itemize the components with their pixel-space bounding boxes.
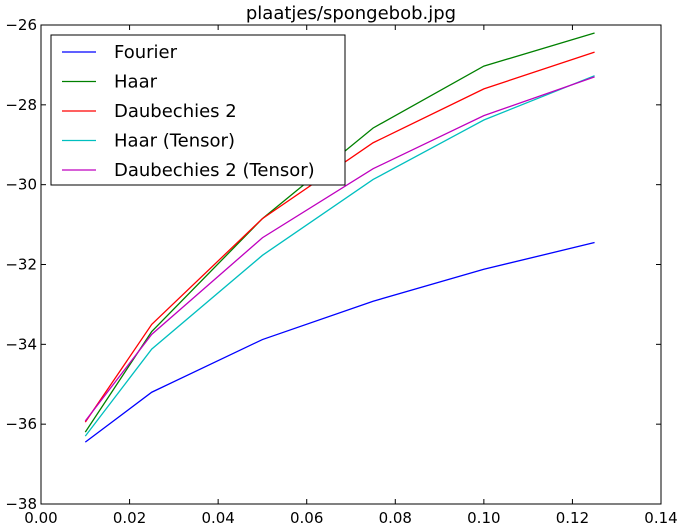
y-tick-label: −26 <box>5 16 37 34</box>
legend-label-4: Daubechies 2 (Tensor) <box>114 160 315 181</box>
x-tick-label: 0.02 <box>113 509 146 527</box>
legend-label-1: Haar <box>114 72 158 93</box>
y-tick-label: −34 <box>5 335 37 353</box>
series-line-4 <box>84 76 595 422</box>
legend-label-3: Haar (Tensor) <box>114 131 235 152</box>
x-tick-label: 0.04 <box>201 509 234 527</box>
legend-box <box>50 34 346 186</box>
y-tick-label: −38 <box>5 495 37 513</box>
legend: Fourier Haar Daubechies 2 Haar (Tensor) Daub… <box>50 34 346 186</box>
series-line-3 <box>84 75 595 437</box>
legend-label-0: Fourier <box>114 42 178 63</box>
x-tick-label: 0.14 <box>644 509 677 527</box>
y-tick-label: −28 <box>5 96 37 114</box>
x-tick-label: 0.00 <box>24 509 57 527</box>
axis-ticks: 0.00 0.02 0.04 0.06 0.08 0.10 0.12 0.14 −38 −36 −3… <box>5 16 677 527</box>
legend-label-2: Daubechies 2 <box>114 101 237 122</box>
x-tick-label: 0.06 <box>290 509 323 527</box>
y-tick-label: −30 <box>5 176 37 194</box>
x-tick-label: 0.10 <box>467 509 500 527</box>
y-tick-label: −36 <box>5 415 37 433</box>
x-tick-label: 0.08 <box>379 509 412 527</box>
series-line-0 <box>84 241 595 443</box>
x-tick-label: 0.12 <box>556 509 589 527</box>
y-tick-label: −32 <box>5 256 37 274</box>
chart-title: plaatjes/spongebob.jpg <box>246 3 456 24</box>
